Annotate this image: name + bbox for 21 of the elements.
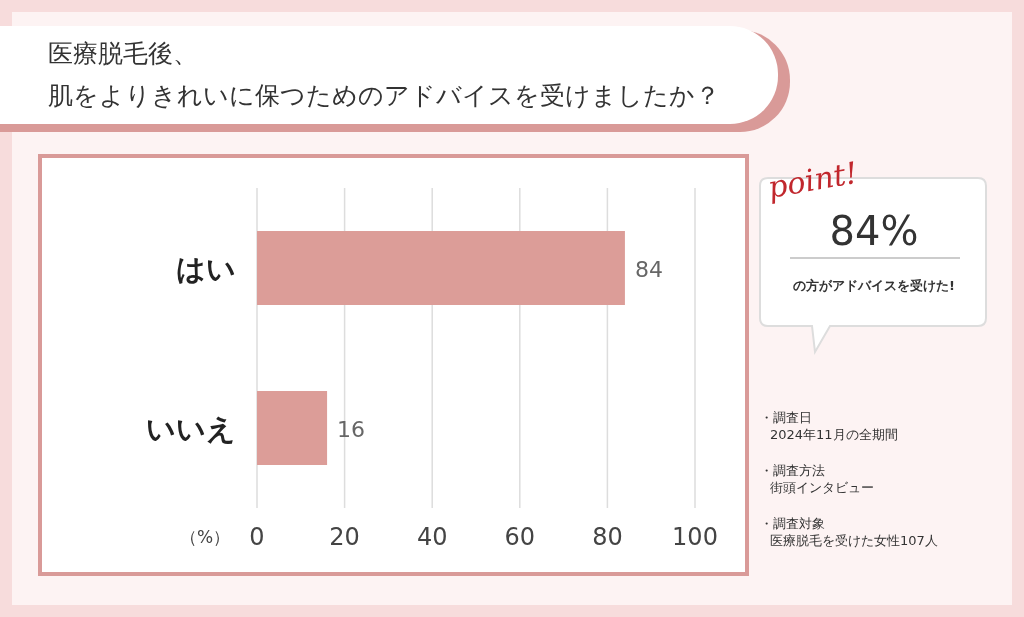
chart-title: 医療脱毛後、肌をよりきれいに保つためのアドバイスを受けましたか？ [48, 39, 720, 110]
x-tick-label: 60 [504, 523, 536, 551]
text: 2024年11月の全期間 [770, 427, 898, 442]
data-label: 16 [337, 417, 366, 442]
text: point! [765, 154, 861, 205]
x-tick-label: 0 [249, 523, 265, 551]
text: ・調査対象 [760, 516, 825, 531]
y-tick-label: いいえ [146, 412, 236, 446]
text: の方がアドバイスを受けた! [793, 278, 955, 293]
text: 街頭インタビュー [770, 480, 874, 495]
data-label: 84 [634, 257, 663, 282]
x-tick-label: 20 [329, 523, 360, 551]
x-tick-label: 80 [592, 523, 623, 551]
x-tick-label: 100 [672, 523, 718, 551]
y-tick-label: はい [176, 252, 236, 286]
text: 医療脱毛を受けた女性107人 [770, 533, 938, 548]
text: 84% [829, 208, 919, 254]
x-tick-label: 40 [416, 523, 448, 551]
x-axis-title: （%） [179, 527, 231, 547]
text: ・調査方法 [760, 463, 825, 478]
text: ・調査日 [760, 410, 812, 425]
